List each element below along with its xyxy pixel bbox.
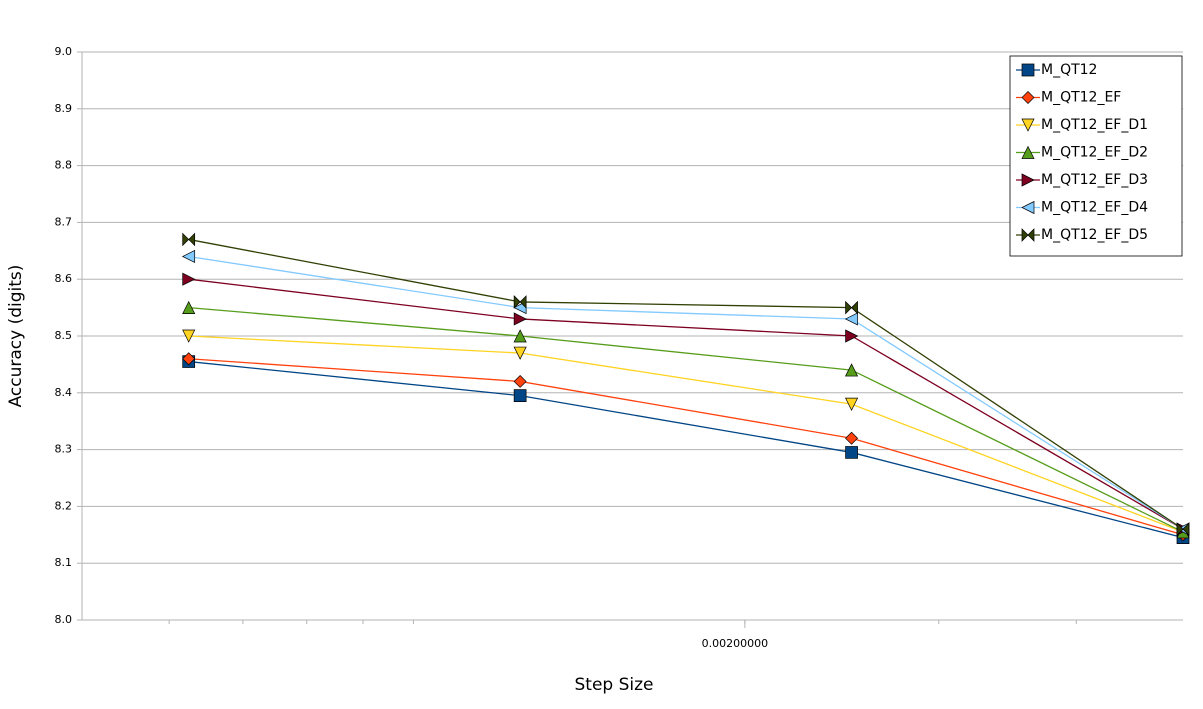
legend-label: M_QT12_EF_D1 xyxy=(1041,117,1148,133)
data-point xyxy=(844,363,859,377)
y-tick-label: 8.6 xyxy=(55,272,73,285)
y-tick-label: 8.2 xyxy=(55,499,73,512)
data-point xyxy=(182,352,196,366)
data-point xyxy=(513,329,527,343)
y-tick-label: 8.4 xyxy=(55,386,73,399)
y-tick-label: 8.3 xyxy=(55,443,73,456)
legend-marker xyxy=(1021,63,1035,77)
y-tick-label: 9.0 xyxy=(55,45,73,58)
legend-box xyxy=(1009,55,1183,257)
data-point xyxy=(845,329,859,343)
data-point xyxy=(1176,522,1190,536)
data-point xyxy=(181,249,196,264)
legend-marker xyxy=(1021,173,1035,187)
series-line xyxy=(188,255,1184,530)
y-tick-label: 8.9 xyxy=(55,102,73,115)
data-point xyxy=(513,346,527,360)
y-tick-label: 8.1 xyxy=(55,556,73,569)
data-point xyxy=(844,312,858,326)
legend-label: M_QT12 xyxy=(1041,62,1097,78)
legend: M_QT12 M_QT12_EF M_QT12_EF_D1 M_QT12_EF_D2 M… xyxy=(1009,55,1183,257)
series-line xyxy=(188,306,1184,533)
data-point xyxy=(844,397,859,411)
y-tick-label: 8.7 xyxy=(55,215,73,228)
legend-marker xyxy=(1021,228,1035,242)
data-point xyxy=(845,446,858,459)
series-line xyxy=(188,358,1184,536)
legend-marker xyxy=(1021,200,1035,215)
legend-label: M_QT12_EF_D3 xyxy=(1041,172,1148,188)
data-point xyxy=(182,329,196,343)
data-point xyxy=(182,232,196,247)
legend-label: M_QT12_EF_D4 xyxy=(1041,200,1148,216)
data-point xyxy=(513,295,527,309)
x-axis-title: Step Size xyxy=(574,675,653,695)
series-line xyxy=(188,238,1184,530)
x-tick-label: 0.00200000 xyxy=(702,637,768,650)
data-point xyxy=(182,272,196,286)
data-point xyxy=(182,300,196,314)
series-line xyxy=(188,278,1184,530)
series-line xyxy=(188,360,1184,539)
data-point xyxy=(513,374,527,388)
y-tick-label: 8.0 xyxy=(55,613,73,626)
data-point xyxy=(513,312,527,326)
y-axis-title: Accuracy (digits) xyxy=(6,265,26,408)
legend-marker xyxy=(1021,91,1035,104)
legend-label: M_QT12_EF_D2 xyxy=(1041,145,1148,161)
legend-marker xyxy=(1021,145,1035,159)
data-point xyxy=(845,300,858,315)
y-tick-label: 8.5 xyxy=(55,329,73,342)
legend-label: M_QT12_EF_D5 xyxy=(1041,227,1148,243)
data-point xyxy=(513,389,527,402)
legend-label: M_QT12_EF xyxy=(1041,90,1121,106)
series-line xyxy=(188,335,1184,533)
y-tick-label: 8.8 xyxy=(55,159,73,172)
data-point xyxy=(845,431,859,445)
legend-marker xyxy=(1021,118,1035,132)
